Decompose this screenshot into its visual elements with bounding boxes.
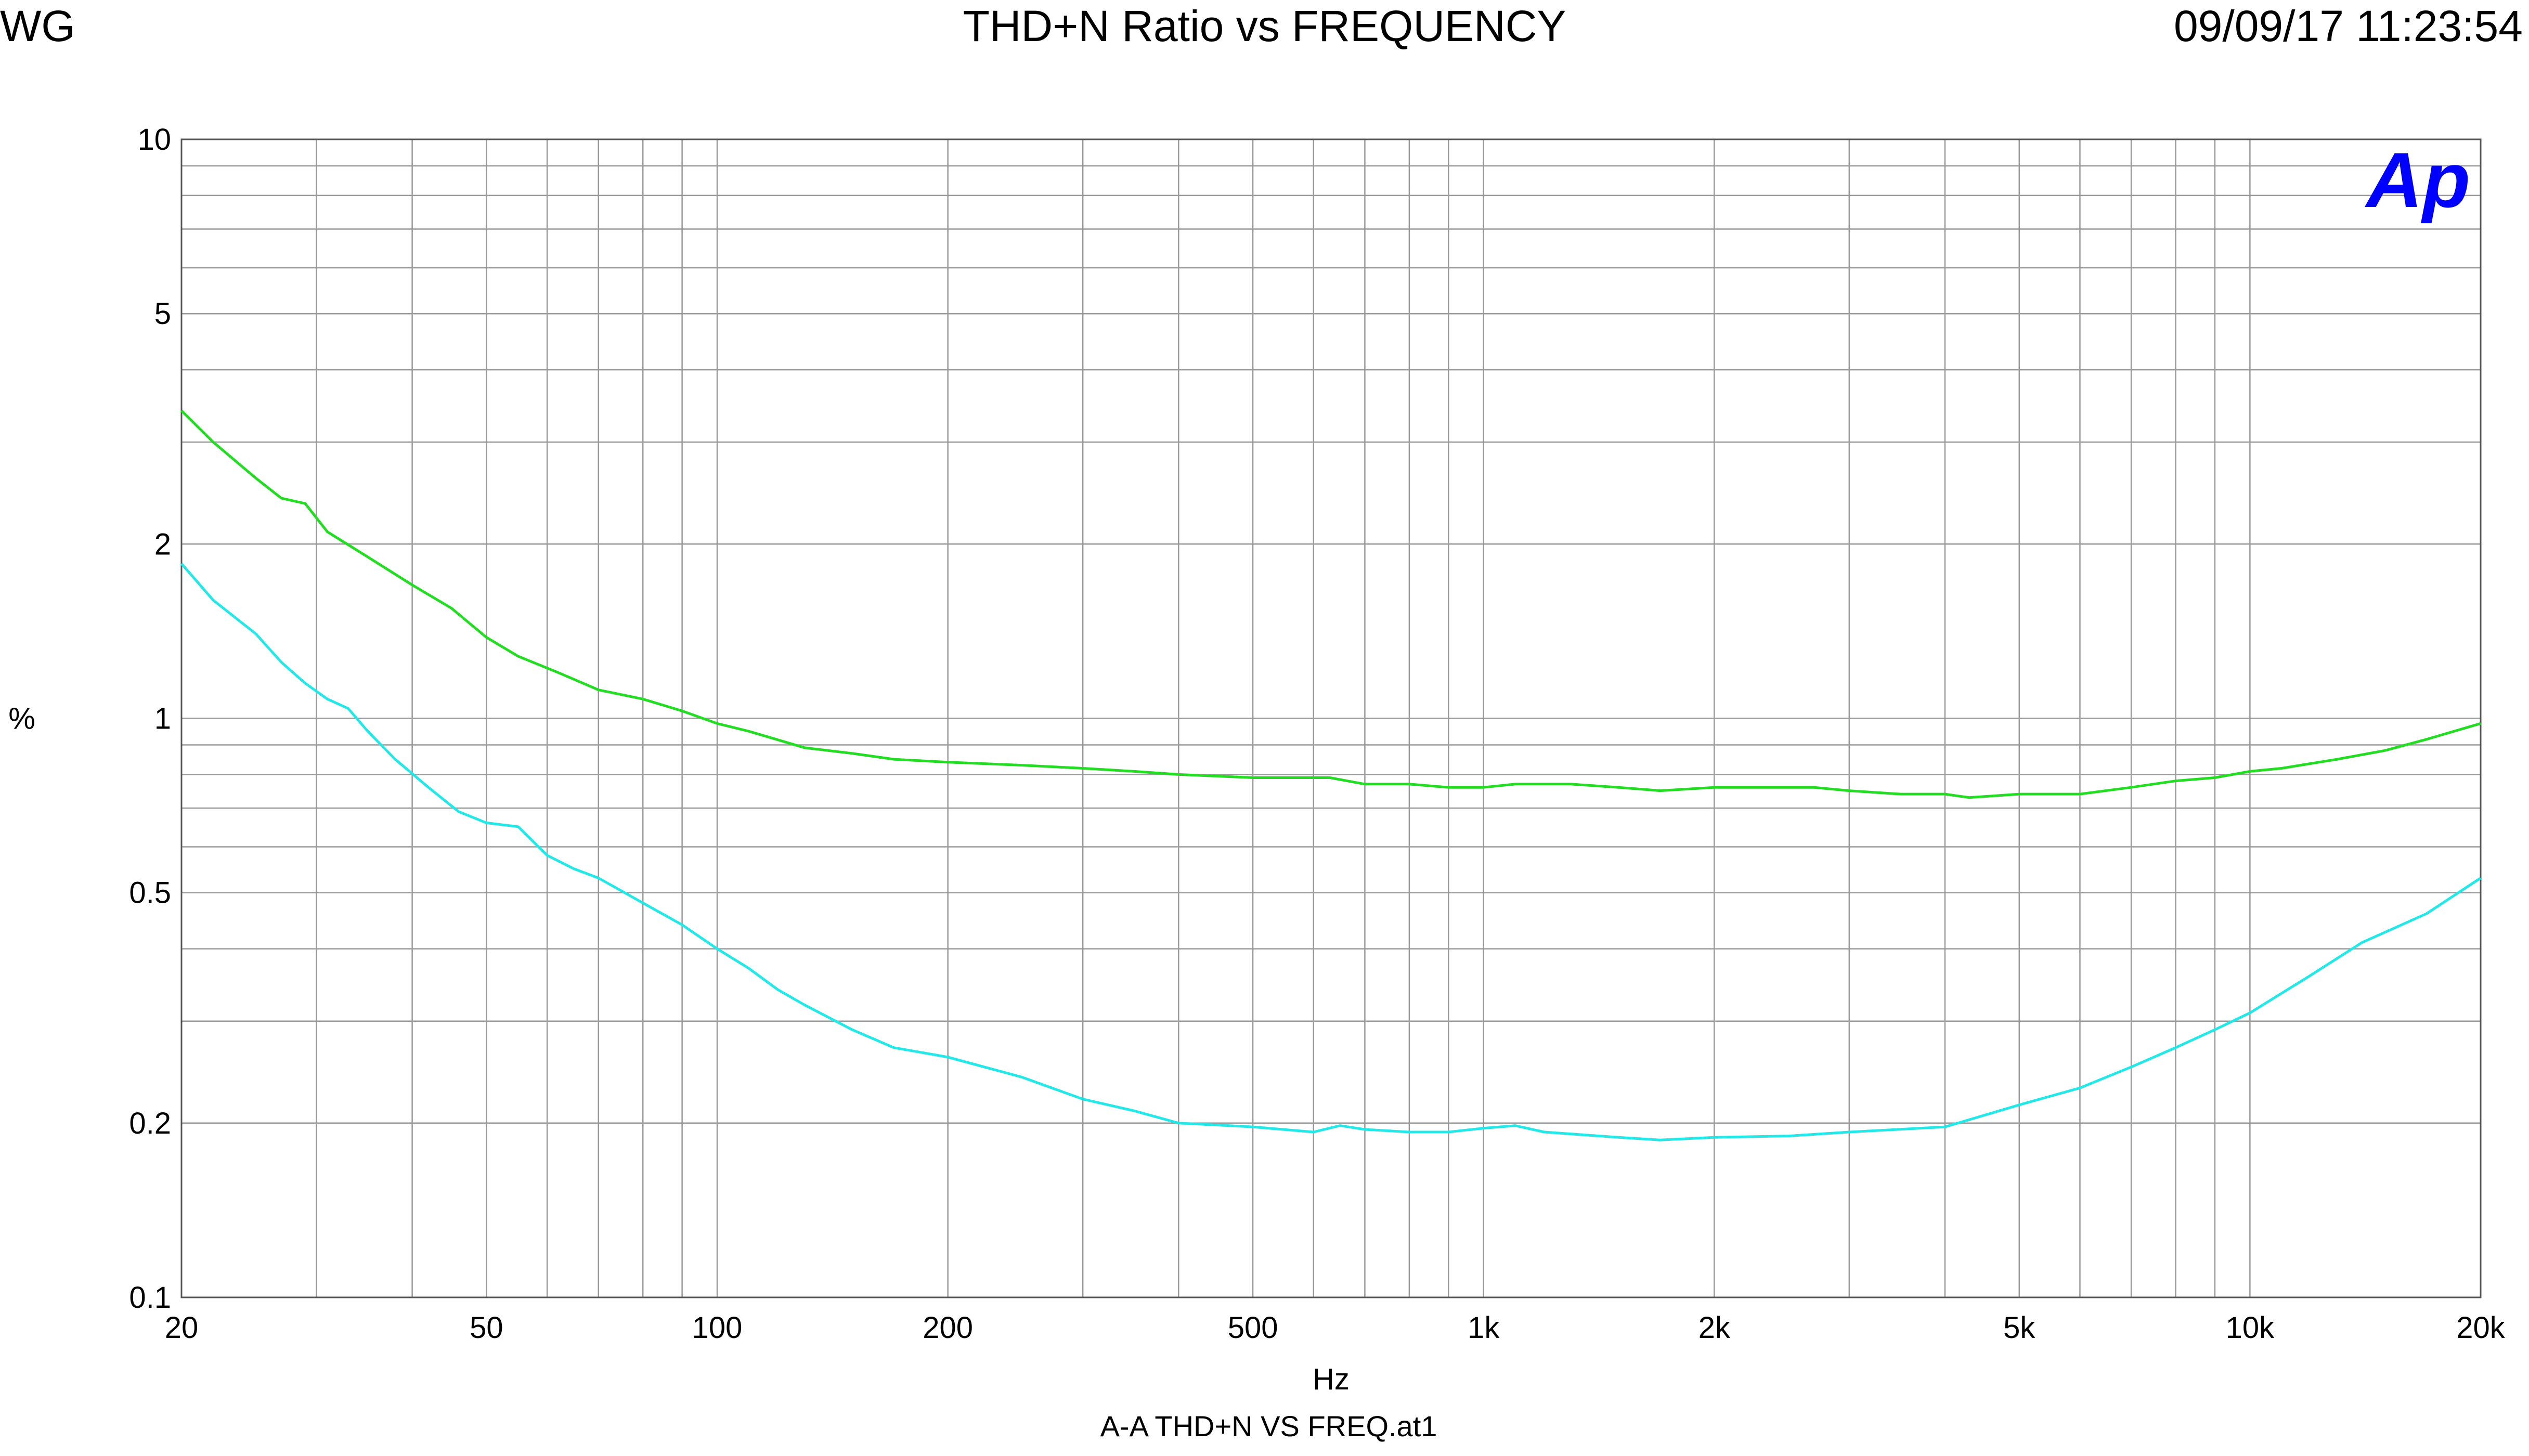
y-tick-label: 0.5 [129,876,171,910]
y-tick-label: 2 [154,527,171,561]
chart-title: THD+N Ratio vs FREQUENCY [963,2,1566,50]
series-line-2 [180,563,2482,1141]
x-tick-label: 50 [470,1311,503,1345]
header-left-label: WG [0,2,75,50]
x-tick-label: 20 [165,1311,199,1345]
x-tick-label: 20k [2456,1311,2506,1345]
x-tick-label: 500 [1228,1311,1278,1345]
y-tick-label: 5 [154,297,171,331]
plot-frame [180,138,2482,1298]
x-tick-label: 2k [1698,1311,1731,1345]
y-tick-label: 0.1 [129,1281,171,1315]
footer-filename: A-A THD+N VS FREQ.at1 [1100,1410,1437,1442]
x-tick-label: 5k [2003,1311,2035,1345]
y-tick-label: 0.2 [129,1107,171,1140]
x-tick-label: 200 [923,1311,973,1345]
timestamp: 09/09/17 11:23:54 [2173,2,2523,50]
x-axis-label: Hz [1313,1362,1350,1396]
tick-labels: 20 50 100 200 500 1k 2k 5k 10k 20k 0.1 0.2 0.5 1 2 5 10 [129,123,2505,1345]
y-axis-label: % [8,702,35,736]
x-tick-label: 10k [2226,1311,2275,1345]
y-tick-label: 1 [154,702,171,736]
x-tick-label: 100 [692,1311,743,1345]
data-lines [180,409,2482,1141]
x-tick-label: 1k [1468,1311,1500,1345]
y-tick-label: 10 [137,123,171,157]
ap-logo: Ap [2364,136,2470,224]
series-line-1 [180,409,2481,799]
grid-lines [180,138,2482,1298]
